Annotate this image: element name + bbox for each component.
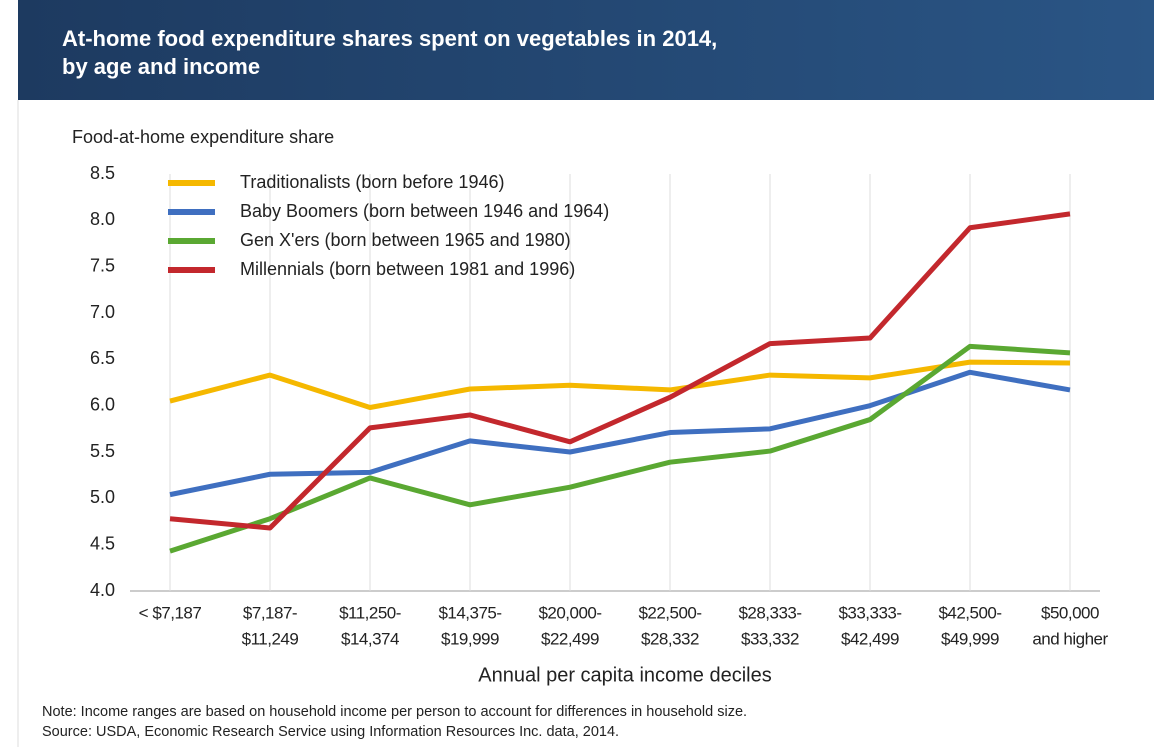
x-tick-label: $42,499 bbox=[841, 629, 899, 648]
y-tick-label: 4.5 bbox=[90, 533, 115, 553]
x-tick-label: $42,500- bbox=[938, 603, 1001, 622]
legend-label: Traditionalists (born before 1946) bbox=[240, 172, 504, 192]
x-tick-label: $11,249 bbox=[242, 629, 299, 648]
y-tick-label: 8.0 bbox=[90, 209, 115, 229]
y-tick-label: 8.5 bbox=[90, 163, 115, 183]
x-tick-label: $22,500- bbox=[638, 603, 701, 622]
y-tick-label: 4.0 bbox=[90, 580, 115, 600]
legend-label: Gen X'ers (born between 1965 and 1980) bbox=[240, 230, 571, 250]
x-tick-label: $33,332 bbox=[741, 629, 799, 648]
note: Note: Income ranges are based on househo… bbox=[42, 704, 747, 720]
chart-title: At-home food expenditure shares spent on… bbox=[62, 26, 717, 51]
x-tick-label: $14,375- bbox=[438, 603, 501, 622]
x-tick-label: < $7,187 bbox=[139, 603, 202, 622]
x-tick-label: $28,333- bbox=[738, 603, 801, 622]
legend-label: Millennials (born between 1981 and 1996) bbox=[240, 259, 575, 279]
x-tick-label: $50,000 bbox=[1041, 603, 1099, 622]
series-line bbox=[169, 211, 1071, 531]
x-tick-label: $28,332 bbox=[641, 629, 699, 648]
x-tick-label: and higher bbox=[1032, 629, 1108, 648]
x-tick-label: $20,000- bbox=[538, 603, 601, 622]
legend-label: Baby Boomers (born between 1946 and 1964… bbox=[240, 201, 609, 221]
note: Source: USDA, Economic Research Service … bbox=[42, 724, 619, 740]
y-axis-title: Food-at-home expenditure share bbox=[72, 127, 334, 147]
y-tick-label: 6.0 bbox=[90, 394, 115, 414]
y-tick-label: 5.5 bbox=[90, 441, 115, 461]
x-tick-label: $14,374 bbox=[341, 629, 399, 648]
series-line bbox=[169, 369, 1071, 498]
x-tick-label: $49,999 bbox=[941, 629, 999, 648]
y-tick-label: 6.5 bbox=[90, 348, 115, 368]
series-line bbox=[169, 343, 1071, 554]
x-tick-label: $7,187- bbox=[243, 603, 297, 622]
x-tick-label: $22,499 bbox=[541, 629, 599, 648]
x-tick-label: $11,250- bbox=[339, 603, 401, 622]
x-tick-label: $19,999 bbox=[441, 629, 499, 648]
x-axis-title: Annual per capita income deciles bbox=[478, 664, 772, 686]
y-tick-label: 7.0 bbox=[90, 302, 115, 322]
y-tick-label: 7.5 bbox=[90, 255, 115, 275]
series-line bbox=[169, 359, 1071, 411]
x-tick-label: $33,333- bbox=[838, 603, 901, 622]
chart-title: by age and income bbox=[62, 54, 260, 79]
y-tick-label: 5.0 bbox=[90, 487, 115, 507]
header-band bbox=[18, 0, 1154, 100]
